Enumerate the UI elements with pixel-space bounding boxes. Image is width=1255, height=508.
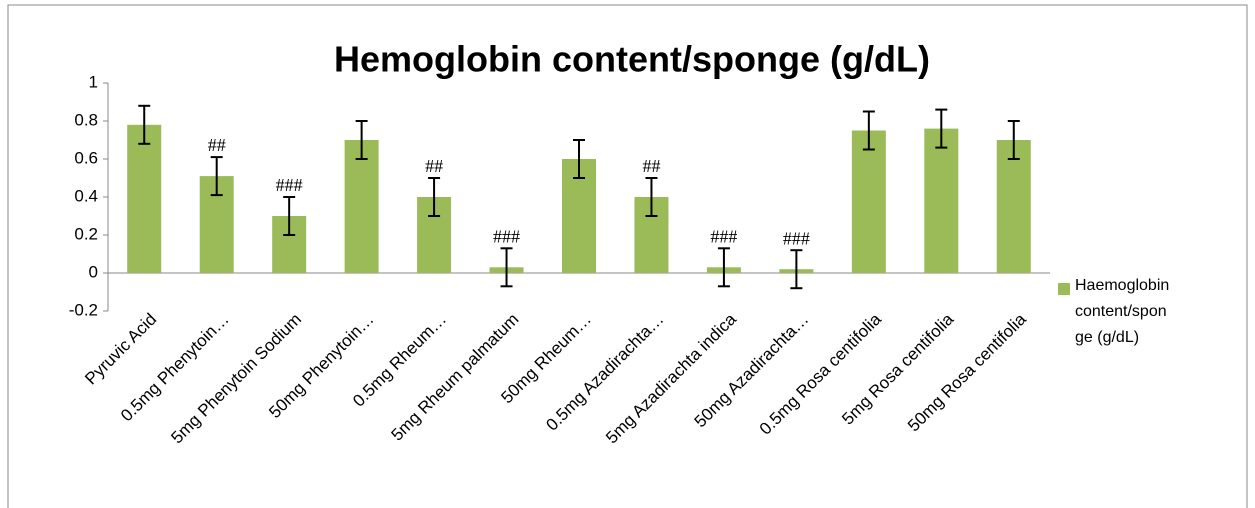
y-tick-label: 0.4 xyxy=(74,186,98,205)
annotation: ### xyxy=(710,226,737,246)
bar xyxy=(924,128,959,273)
y-tick-label: 0.2 xyxy=(74,224,98,243)
y-tick-label: 0 xyxy=(89,262,98,281)
annotation: ### xyxy=(493,226,520,246)
y-tick-label: 0.8 xyxy=(74,110,98,129)
bar xyxy=(851,130,886,273)
y-tick-label: 1 xyxy=(89,72,98,91)
y-tick-label: -0.2 xyxy=(69,300,98,319)
annotation: ## xyxy=(425,156,443,176)
annotation: ## xyxy=(208,135,226,155)
legend-label: Haemoglobin content/sponge (g/dL) xyxy=(1075,277,1170,346)
bar xyxy=(127,124,162,273)
annotation: ## xyxy=(642,156,660,176)
annotation: ### xyxy=(783,228,810,248)
annotation: ### xyxy=(276,175,303,195)
bar xyxy=(996,140,1031,273)
y-tick-label: 0.6 xyxy=(74,148,98,167)
legend-swatch xyxy=(1058,283,1070,295)
bar xyxy=(344,140,379,273)
chart-title: Hemoglobin content/sponge (g/dL) xyxy=(334,39,930,80)
